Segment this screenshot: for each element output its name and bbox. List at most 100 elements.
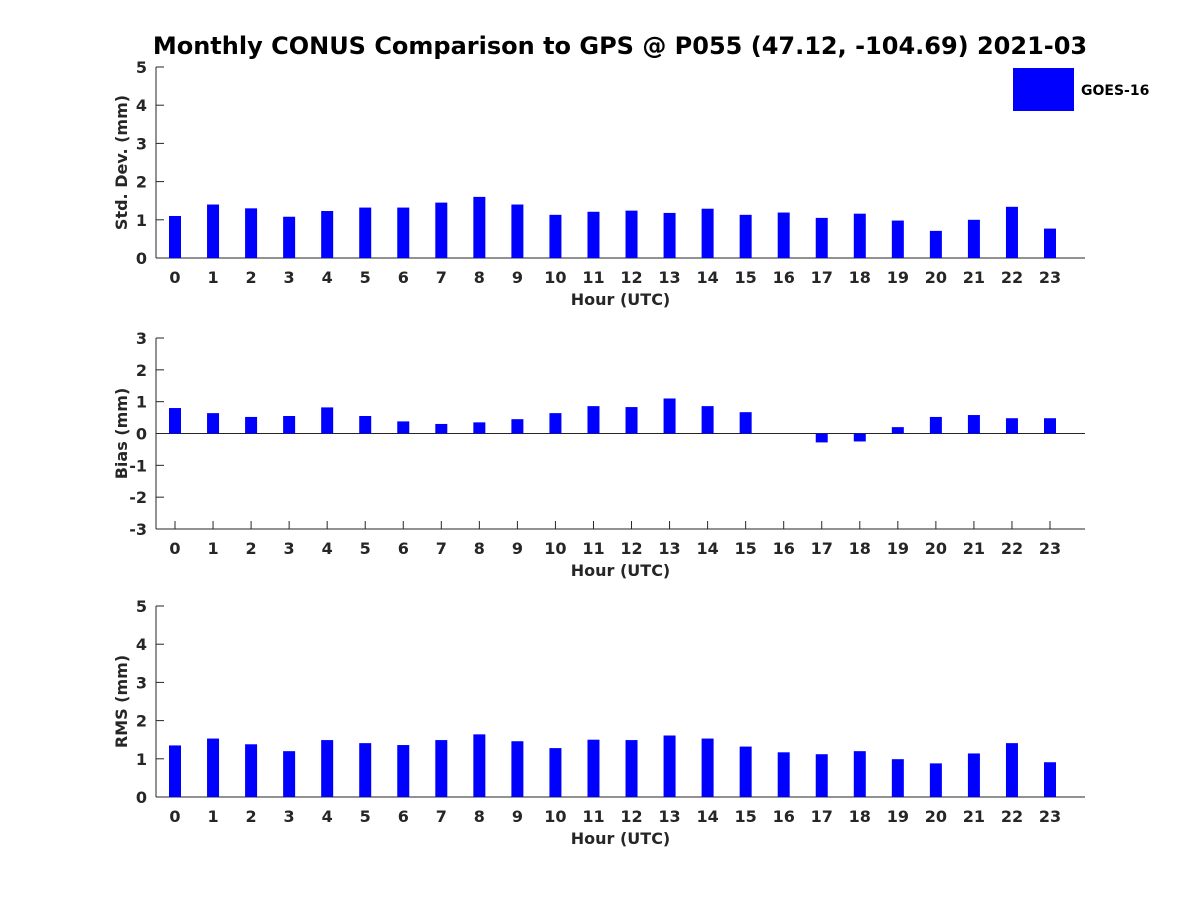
bias-ytick-label: -3 (129, 520, 147, 539)
rms-xtick-label: 6 (398, 807, 409, 826)
rms-bar (473, 734, 486, 797)
stddev-bar (701, 208, 714, 258)
rms-bar (207, 738, 220, 797)
stddev-ytick-label: 4 (136, 96, 147, 115)
bias-xtick-label: 15 (735, 539, 757, 558)
bias-xtick-label: 13 (658, 539, 680, 558)
bias-xtick-label: 20 (925, 539, 947, 558)
bias-bar (587, 406, 600, 434)
stddev-bar (511, 204, 524, 258)
bias-ylabel: Bias (mm) (112, 388, 131, 480)
stddev-xtick-label: 18 (849, 268, 871, 287)
bias-bar (245, 416, 258, 434)
stddev-xtick-label: 21 (963, 268, 985, 287)
stddev-bar (359, 207, 372, 258)
bias-bar (321, 407, 334, 434)
rms-xtick-label: 23 (1039, 807, 1061, 826)
bias-bar (1005, 418, 1018, 434)
bias-bar (929, 416, 942, 434)
rms-ytick-label: 5 (136, 597, 147, 616)
rms-xtick-label: 19 (887, 807, 909, 826)
stddev-xtick-label: 11 (582, 268, 604, 287)
stddev-bar (397, 207, 410, 258)
bias-xtick-label: 5 (360, 539, 371, 558)
bias-bar (473, 422, 486, 434)
stddev-xtick-label: 10 (544, 268, 566, 287)
rms-bar (663, 735, 676, 797)
rms-ylabel: RMS (mm) (112, 655, 131, 748)
rms-xtick-label: 11 (582, 807, 604, 826)
rms-xlabel: Hour (UTC) (571, 829, 671, 848)
bias-xtick-label: 10 (544, 539, 566, 558)
bias-ytick-label: -1 (129, 456, 147, 475)
stddev-bar (663, 212, 676, 258)
rms-bar (321, 740, 334, 797)
rms-bar (701, 738, 714, 797)
rms-bar (967, 753, 980, 797)
bias-bar (625, 407, 638, 434)
legend-label-goes16: GOES-16 (1081, 83, 1149, 99)
bias-ytick-label: 1 (136, 393, 147, 412)
rms-ytick-label: 0 (136, 788, 147, 807)
stddev-bar (891, 220, 904, 258)
rms-bar (777, 752, 790, 797)
stddev-bar (473, 196, 486, 258)
bias-xtick-label: 22 (1001, 539, 1023, 558)
stddev-xtick-label: 16 (773, 268, 795, 287)
rms-xtick-label: 7 (436, 807, 447, 826)
rms-ytick-label: 4 (136, 635, 147, 654)
rms-bar (435, 740, 448, 797)
bias-xtick-label: 7 (436, 539, 447, 558)
stddev-bar (815, 217, 828, 258)
stddev-xtick-label: 20 (925, 268, 947, 287)
rms-bar (739, 746, 752, 797)
rms-ytick-label: 3 (136, 673, 147, 692)
rms-bar (1044, 762, 1056, 797)
bias-xtick-label: 12 (620, 539, 642, 558)
rms-bar (359, 743, 372, 797)
rms-xtick-label: 4 (322, 807, 333, 826)
bias-xtick-label: 11 (582, 539, 604, 558)
rms-xtick-label: 1 (207, 807, 218, 826)
rms-bar (625, 740, 638, 797)
stddev-xtick-label: 2 (246, 268, 257, 287)
stddev-bar (777, 212, 790, 258)
rms-xtick-label: 2 (246, 807, 257, 826)
bias-xtick-label: 1 (207, 539, 218, 558)
stddev-bar (929, 230, 942, 258)
stddev-bar (1005, 206, 1018, 258)
rms-ytick-label: 2 (136, 712, 147, 731)
rms-bar (815, 754, 828, 797)
bias-bar (815, 433, 828, 443)
chart-title: Monthly CONUS Comparison to GPS @ P055 (… (153, 32, 1087, 60)
rms-xtick-label: 10 (544, 807, 566, 826)
bias-xtick-label: 17 (811, 539, 833, 558)
stddev-ytick-label: 1 (136, 211, 147, 230)
stddev-xtick-label: 9 (512, 268, 523, 287)
rms-xtick-label: 3 (284, 807, 295, 826)
stddev-bar (549, 214, 562, 258)
stddev-ytick-label: 2 (136, 173, 147, 192)
stddev-bar (625, 210, 638, 258)
rms-bar (891, 759, 904, 797)
rms-xtick-label: 15 (735, 807, 757, 826)
rms-bar (587, 739, 600, 797)
stddev-ytick-label: 0 (136, 249, 147, 268)
bias-xlabel: Hour (UTC) (571, 561, 671, 580)
bias-bar (739, 412, 752, 434)
stddev-bar (853, 213, 866, 258)
rms-bar (1005, 743, 1018, 797)
rms-bar (929, 763, 942, 797)
stddev-bar (967, 219, 980, 258)
stddev-ylabel: Std. Dev. (mm) (112, 95, 131, 230)
rms-xtick-label: 17 (811, 807, 833, 826)
stddev-bar (435, 202, 448, 258)
rms-xtick-label: 18 (849, 807, 871, 826)
bias-xtick-label: 18 (849, 539, 871, 558)
rms-xtick-label: 13 (658, 807, 680, 826)
bias-bar (511, 419, 524, 434)
bias-bar (397, 421, 410, 434)
stddev-xtick-label: 13 (658, 268, 680, 287)
bias-xtick-label: 2 (246, 539, 257, 558)
rms-ytick-label: 1 (136, 750, 147, 769)
